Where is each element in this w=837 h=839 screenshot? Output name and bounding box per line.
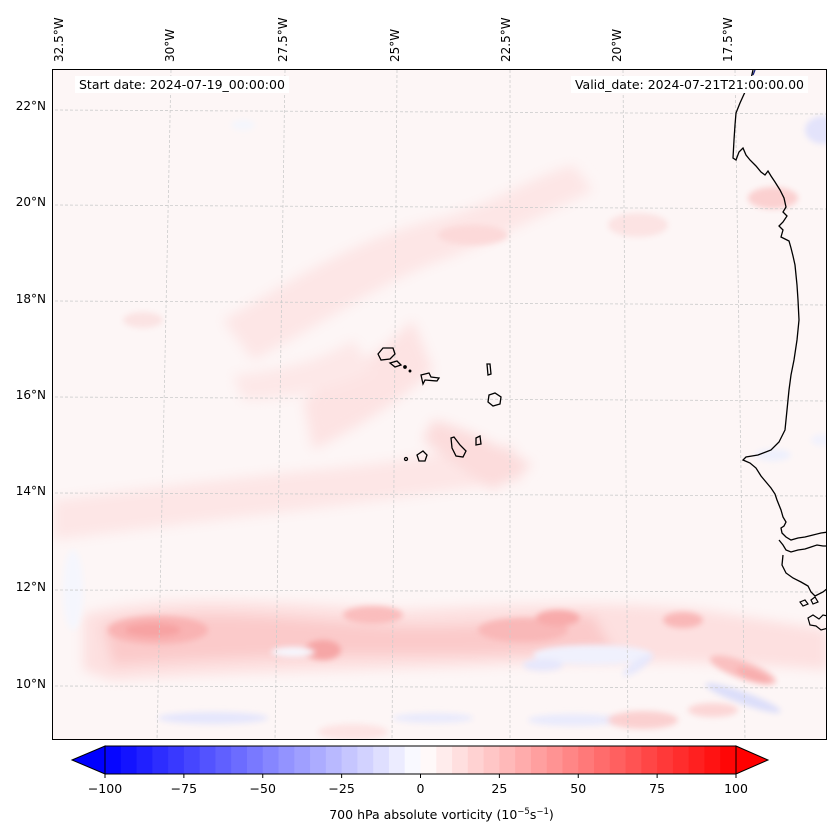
colorbar-tick-label: 75 <box>649 781 666 796</box>
colorbar-segment <box>499 746 516 774</box>
colorbar-segment <box>294 746 311 774</box>
lon-label: 30°W <box>163 28 177 62</box>
colorbar-segment <box>609 746 627 774</box>
map-plot-area: Start date: 2024-07-19_00:00:00 Valid_da… <box>52 69 827 740</box>
southern-positive <box>318 703 738 739</box>
colorbar-segment <box>594 746 611 774</box>
colorbar-segment <box>641 746 658 774</box>
colorbar-label-unit: s <box>529 807 537 823</box>
vorticity-field <box>53 70 826 739</box>
lon-label: 20°W <box>610 28 624 62</box>
lon-label: 17.5°W <box>721 17 735 62</box>
colorbar-tick-label: 0 <box>416 781 425 796</box>
colorbar-tick-label: 100 <box>724 781 748 796</box>
colorbar-segment <box>515 746 532 774</box>
colorbar-segment <box>672 746 690 774</box>
coast-top-arc <box>752 70 756 76</box>
colorbar <box>70 745 770 778</box>
colorbar-label-exp2: −1 <box>536 807 549 817</box>
valid-date-label: Valid_date: 2024-07-21T21:00:00.00 <box>570 76 808 93</box>
colorbar-label-end: ) <box>548 807 554 823</box>
colorbar-segment <box>152 746 169 774</box>
colorbar-tick-label: −25 <box>328 781 355 796</box>
colorbar-tick-label: 25 <box>491 781 508 796</box>
colorbar-segment <box>562 746 579 774</box>
colorbar-segment <box>688 746 705 774</box>
colorbar-segment <box>325 746 343 774</box>
colorbar-segment <box>136 746 153 774</box>
colorbar-segment <box>578 746 595 774</box>
colorbar-segment <box>278 746 295 774</box>
colorbar-segment <box>168 746 185 774</box>
itcz-maxima <box>108 606 777 685</box>
bijagos-islands <box>799 596 826 631</box>
colorbar-tick-label: 50 <box>570 781 587 796</box>
colorbar-segment <box>546 746 563 774</box>
start-date-label: Start date: 2024-07-19_00:00:00 <box>75 76 289 93</box>
colorbar-segment <box>215 746 232 774</box>
colorbar-segment <box>183 746 201 774</box>
colorbar-segment <box>246 746 264 774</box>
colorbar-label-main: 700 hPa absolute vorticity (10 <box>329 807 518 823</box>
colorbar-segment <box>199 746 216 774</box>
colorbar-ticks <box>104 774 737 778</box>
colorbar-tick-label: −75 <box>170 781 198 796</box>
colorbar-segments <box>105 746 737 774</box>
colorbar-segment <box>357 746 374 774</box>
colorbar-segment <box>420 746 437 774</box>
colorbar-extend-low <box>70 745 106 775</box>
colorbar-segment <box>467 746 485 774</box>
colorbar-extend-high <box>735 745 770 775</box>
cape-verde-islands <box>377 347 502 462</box>
gambia-river-coast <box>778 539 826 553</box>
colorbar-segment <box>625 746 642 774</box>
lat-label: 14°N <box>15 484 46 498</box>
guinea-bissau-coast <box>781 554 826 597</box>
colorbar-tick-label: −50 <box>249 781 276 796</box>
colorbar-label: 700 hPa absolute vorticity (10−5s−1) <box>0 807 837 822</box>
colorbar-segment <box>105 746 122 774</box>
colorbar-segment <box>436 746 453 774</box>
colorbar-segment <box>120 746 138 774</box>
colorbar-segment <box>373 746 390 774</box>
gridlines <box>54 70 826 739</box>
colorbar-segment <box>704 746 721 774</box>
lat-label: 10°N <box>15 677 46 691</box>
african-coastline <box>732 70 826 541</box>
colorbar-segment <box>657 746 674 774</box>
colorbar-segment <box>262 746 280 774</box>
colorbar-segment <box>231 746 248 774</box>
lat-label: 22°N <box>15 99 46 113</box>
diagonal-positive-band <box>53 165 593 540</box>
colorbar-tick-label: −100 <box>87 781 123 796</box>
colorbar-segment <box>483 746 500 774</box>
lon-label: 22.5°W <box>499 17 513 62</box>
lat-label: 20°N <box>15 195 46 209</box>
colorbar-segment <box>341 746 358 774</box>
lon-label: 27.5°W <box>276 17 290 62</box>
lon-label: 32.5°W <box>52 17 66 62</box>
colorbar-segment <box>530 746 548 774</box>
lat-label: 12°N <box>15 580 46 594</box>
colorbar-segment <box>452 746 469 774</box>
lat-label: 18°N <box>15 292 46 306</box>
colorbar-segment <box>388 746 406 774</box>
colorbar-segment <box>720 746 737 774</box>
lon-label: 25°W <box>388 28 402 62</box>
lat-label: 16°N <box>15 388 46 402</box>
colorbar-label-exp1: −5 <box>517 807 530 817</box>
colorbar-segment <box>310 746 327 774</box>
colorbar-segment <box>404 746 421 774</box>
